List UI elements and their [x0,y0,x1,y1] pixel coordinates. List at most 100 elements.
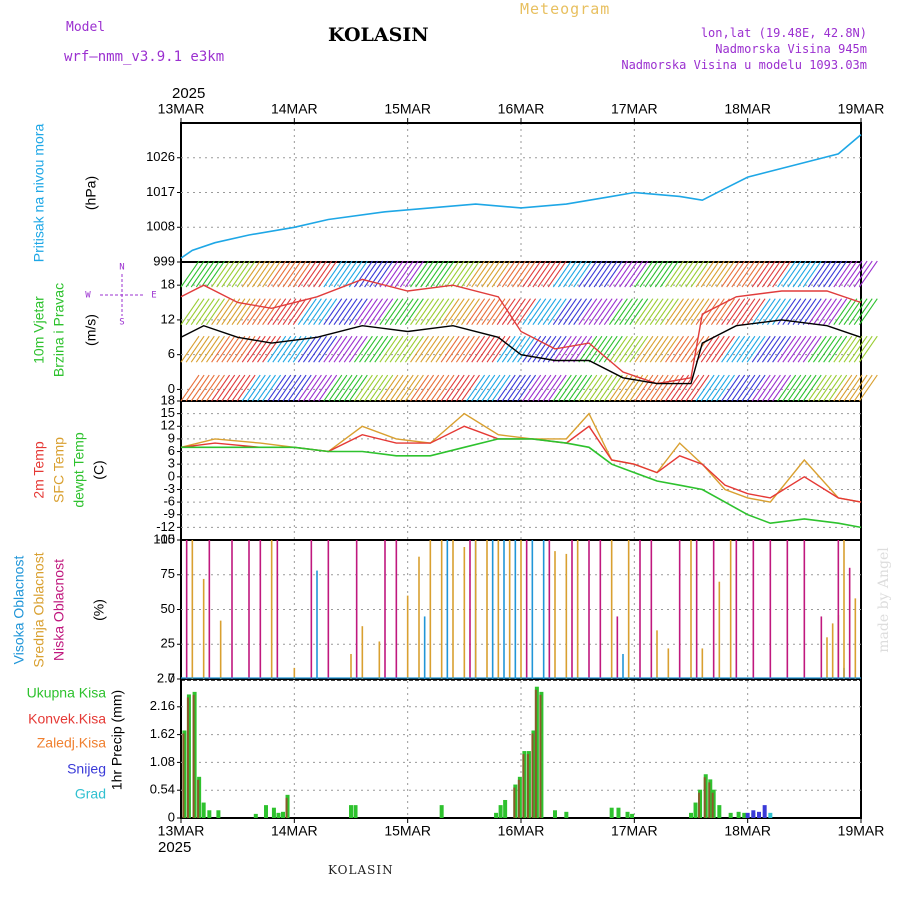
wind-arrow [190,335,210,363]
wind-arrow [353,335,373,363]
wind-arrow [695,374,715,402]
pressure-panel-title: Pritisak na nivou mora [31,124,47,263]
wind-arrow [721,260,741,288]
wind-arrow [420,298,440,325]
precip-bar [616,807,621,818]
wind-arrow [578,374,598,402]
dewpoint-line [181,438,862,529]
wind-arrow [251,335,271,363]
wind-arrow [807,374,827,402]
wind-arrow [425,298,445,325]
wind-arrow [563,260,582,288]
wind-arrow [267,298,287,325]
wind-arrow [308,260,327,288]
wind-arrow [690,298,710,325]
wind-arrow [450,298,470,325]
wind-arrow [833,260,853,288]
wind-arrow [573,374,593,402]
wind-arrow [552,298,572,325]
wind-arrow [404,374,424,402]
wind-arrow [705,298,725,325]
wind-arrow [823,298,843,325]
wind-arrow [705,374,725,402]
wind-arrow [716,298,735,325]
wind-arrow [552,335,572,363]
precip-bar [281,811,285,818]
wind-arrow [639,260,659,288]
wind-arrow [323,298,343,325]
wind-arrow [461,260,480,288]
wind-arrow [287,260,307,288]
y-tick-label: 9 [168,430,175,445]
wind-arrow [287,298,307,325]
wind-arrow [557,260,577,288]
wind-arrow [221,260,241,288]
precip-bar-conv [698,792,701,818]
wind-arrow [313,298,333,325]
wind-arrow [308,335,327,363]
wind-arrow [313,335,333,363]
precip-bar-conv [186,697,189,818]
wind-arrow [348,335,368,363]
wind-arrow [430,374,450,402]
wind-arrow [369,374,389,402]
wind-arrow [634,298,654,325]
wind-arrow [333,335,353,363]
wind-arrow [853,335,873,363]
wind-arrow [680,298,700,325]
wind-arrow [486,374,506,402]
wind-arrow [685,298,705,325]
wind-arrow [461,335,480,363]
wind-arrow [236,335,256,363]
wind-arrow [680,374,700,402]
pressure-unit-label: (hPa) [83,176,99,210]
wind-arrow [190,374,210,402]
wind-arrow [797,298,817,325]
wind-arrow [481,374,501,402]
wind-arrow [614,298,633,325]
precip-bar-conv [534,689,537,818]
wind-arrow [527,374,547,402]
wind-arrow [506,260,526,288]
wind-arrow [802,374,822,402]
wind-arrow [338,298,358,325]
wind-arrow [343,335,363,363]
precip-bar [264,805,268,818]
wind-arrow [823,335,843,363]
wind-arrow [471,298,491,325]
wind-arrow [333,298,353,325]
wind-arrow [736,374,756,402]
wind-arrow [308,298,327,325]
wind-arrow [501,374,521,402]
wind-arrow [649,335,669,363]
wind-arrow [858,374,878,402]
wind-arrow [522,374,542,402]
wind-arrow [721,298,741,325]
model-label: Model [66,20,106,35]
wind-arrow [588,298,608,325]
elevation-label: Nadmorska Visina 945m [715,42,867,56]
wind-arrow [557,298,577,325]
precip-bar [768,812,773,818]
wind-arrow [466,374,486,402]
wind-arrow [603,374,623,402]
wind-arrow [282,298,302,325]
wind-arrow [797,260,817,288]
wind-arrow [348,374,368,402]
wind-arrow [741,260,761,288]
wind-arrow [644,374,664,402]
wind-arrow [654,260,674,288]
wind-arrow [731,335,751,363]
wind-arrow [665,260,684,288]
wind-arrow [420,260,440,288]
wind-arrow [374,335,394,363]
wind-arrow [394,298,414,325]
wind-arrow [761,260,781,288]
wind-arrow [644,298,664,325]
wind-arrow [389,298,409,325]
wind-arrow [246,374,266,402]
x-tick-label-bottom: 17MAR [611,823,658,839]
wind-arrow [257,335,276,363]
wind-arrow [665,298,684,325]
wind-arrow [394,374,414,402]
